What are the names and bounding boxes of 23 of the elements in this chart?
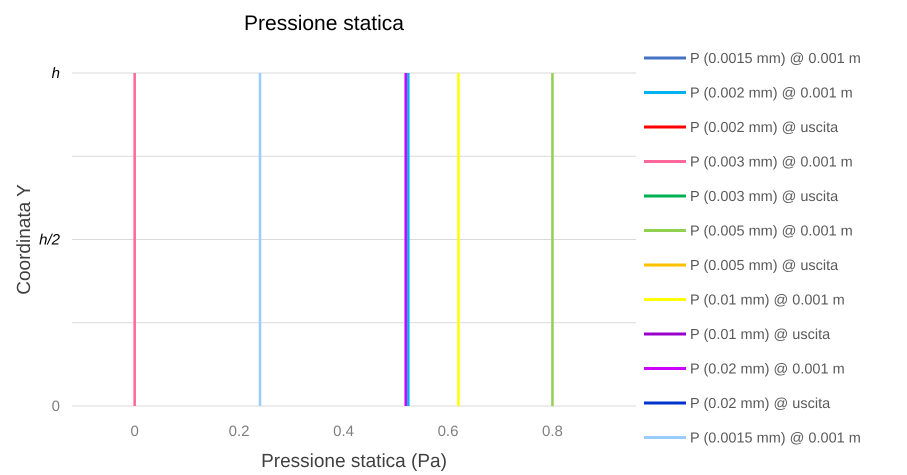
- text: 0: [52, 398, 60, 415]
- y-axis-title: Coordinata Y: [14, 184, 35, 295]
- legend-label: P (0.002 mm) @ 0.001 m: [690, 86, 853, 102]
- legend-label: P (0.01 mm) @ uscita: [690, 327, 832, 343]
- x-tick-label: 0.8: [542, 423, 563, 440]
- x-axis-title: Pressione statica (Pa): [261, 451, 447, 472]
- legend-label: P (0.002 mm) @ uscita: [690, 120, 840, 136]
- legend-label: P (0.005 mm) @ 0.001 m: [690, 224, 853, 240]
- chart-title: Pressione statica: [244, 12, 404, 35]
- legend-label: P (0.0015 mm) @ 0.001 m: [690, 51, 861, 67]
- legend-label: P (0.02 mm) @ uscita: [690, 396, 832, 412]
- legend-label: P (0.003 mm) @ uscita: [690, 189, 840, 205]
- legend-label: P (0.003 mm) @ 0.001 m: [690, 154, 853, 170]
- legend-label: P (0.02 mm) @ 0.001 m: [690, 362, 845, 378]
- legend-label: P (0.0015 mm) @ 0.001 m: [690, 430, 861, 446]
- legend-label: P (0.01 mm) @ 0.001 m: [690, 292, 845, 308]
- x-tick-label: 0.2: [228, 423, 250, 440]
- x-tick-label: 0.6: [438, 423, 458, 440]
- x-tick-label: 0.4: [333, 423, 354, 440]
- x-tick-label: 0: [130, 423, 139, 440]
- legend-label: P (0.005 mm) @ uscita: [690, 258, 840, 274]
- text: h: [52, 65, 60, 82]
- text: h/2: [39, 232, 61, 248]
